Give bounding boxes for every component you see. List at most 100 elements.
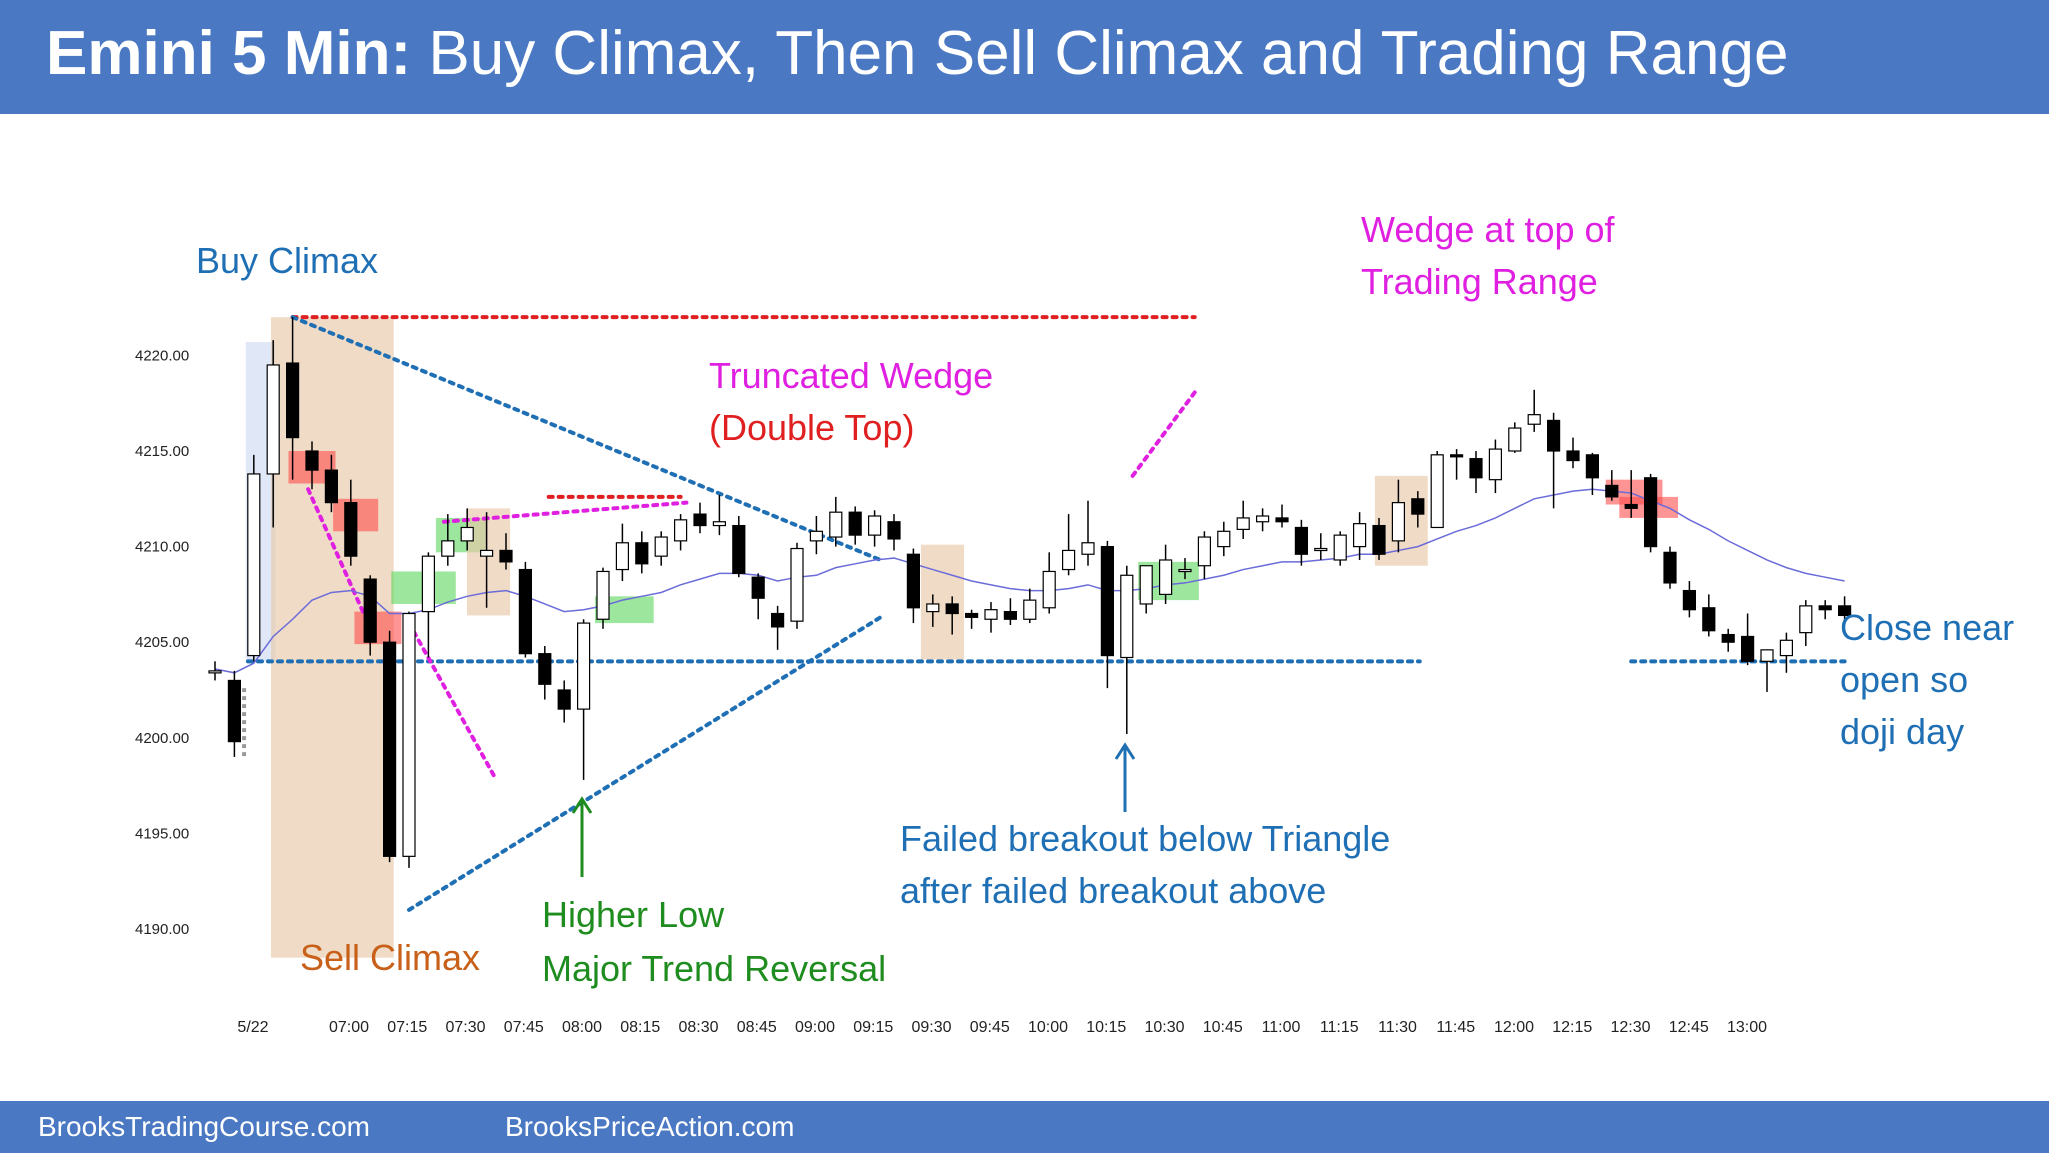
x-tick-label: 10:15 xyxy=(1086,1019,1126,1036)
candle xyxy=(1702,594,1716,637)
candle xyxy=(1546,412,1561,509)
candle xyxy=(286,317,300,480)
candle xyxy=(887,514,901,551)
higher-low-arrow-head xyxy=(571,796,593,814)
higher-low-text-2: Major Trend Reversal xyxy=(542,948,887,989)
candle xyxy=(1643,473,1658,553)
candle xyxy=(1314,533,1328,560)
candle xyxy=(344,479,358,566)
bear-candle-body xyxy=(635,542,649,565)
x-tick-label: 11:45 xyxy=(1436,1019,1475,1036)
x-tick-label: 12:00 xyxy=(1494,1019,1534,1036)
bull-candle-body xyxy=(654,536,668,557)
bear-candle-body xyxy=(383,641,397,857)
x-tick-label: 09:45 xyxy=(970,1019,1010,1036)
bear-candle-body xyxy=(1003,611,1018,620)
annotation-sell-climax: Sell Climax xyxy=(300,932,480,984)
candle xyxy=(266,340,280,528)
annotation-wedge-top: Wedge at top of Trading Range xyxy=(1361,204,1615,308)
bear-candle-body xyxy=(1818,605,1832,611)
bull-candle-body xyxy=(1178,568,1192,573)
triangle-upper-line xyxy=(290,315,883,562)
bear-candle-body xyxy=(1702,607,1716,632)
bear-candle-body xyxy=(305,450,319,471)
candle xyxy=(1605,470,1619,501)
truncated-wedge-line xyxy=(441,500,689,524)
bull-candle-body xyxy=(1120,574,1134,659)
bull-candle-body xyxy=(790,547,804,622)
candle xyxy=(1799,600,1813,647)
candle xyxy=(1294,519,1309,566)
bull-candle-body xyxy=(1352,523,1367,548)
bear-candle-body xyxy=(770,612,785,628)
candle xyxy=(1449,449,1464,480)
bull-candle-body xyxy=(1391,502,1406,542)
bear-candle-body xyxy=(887,521,901,540)
bull-candle-body xyxy=(1779,639,1794,657)
candle xyxy=(1178,558,1192,580)
candle xyxy=(1488,439,1503,494)
bull-candle-body xyxy=(1333,534,1347,561)
candle xyxy=(538,646,552,700)
candle xyxy=(1411,491,1425,528)
y-tick-label: 4205.00 xyxy=(135,634,189,651)
candle xyxy=(1508,422,1522,453)
footer-right-link[interactable]: BrooksPriceAction.com xyxy=(505,1111,795,1142)
y-tick-label: 4190.00 xyxy=(135,921,189,938)
bear-candle-body xyxy=(1469,458,1483,479)
bear-candle-body xyxy=(751,576,765,599)
candle xyxy=(732,516,746,578)
x-tick-label: 12:45 xyxy=(1669,1019,1709,1036)
candle xyxy=(421,552,435,658)
double-top-text: (Double Top) xyxy=(709,407,915,448)
candle xyxy=(829,496,843,547)
wedge-top-text-2: Trading Range xyxy=(1361,261,1598,302)
failed-breakout-arrow-head xyxy=(1114,742,1136,760)
candle xyxy=(1391,479,1406,553)
candle xyxy=(1566,437,1580,469)
x-tick-label: 11:00 xyxy=(1262,1019,1301,1036)
bull-candle-body xyxy=(1042,570,1056,609)
candle xyxy=(557,680,571,723)
candle xyxy=(770,605,785,650)
buy-climax-text: Buy Climax xyxy=(196,240,379,281)
candle xyxy=(867,510,882,547)
candle xyxy=(790,542,804,629)
bull-candle-body xyxy=(926,603,940,613)
candle xyxy=(363,575,377,656)
bull-candle-body xyxy=(712,521,727,527)
x-tick-label: 09:00 xyxy=(795,1019,835,1036)
candle xyxy=(247,454,261,662)
sell-climax-text: Sell Climax xyxy=(300,937,481,978)
candle xyxy=(441,514,455,566)
candle xyxy=(1624,470,1638,518)
bear-candle-body xyxy=(1411,498,1425,515)
bull-candle-body xyxy=(984,609,998,620)
bull-candle-body xyxy=(441,540,455,557)
x-tick-label: 11:15 xyxy=(1320,1019,1359,1036)
candle xyxy=(906,548,921,624)
bull-candle-body xyxy=(1255,515,1270,523)
candle xyxy=(208,661,222,681)
bear-candle-body xyxy=(1721,633,1735,643)
x-tick-label: 12:15 xyxy=(1552,1019,1592,1036)
footer-left-link[interactable]: BrooksTradingCourse.com xyxy=(38,1111,370,1142)
candle xyxy=(402,611,416,868)
candle xyxy=(1469,451,1483,494)
candle xyxy=(635,531,649,574)
bull-candle-body xyxy=(1527,414,1541,425)
bear-candle-body xyxy=(848,511,862,536)
candle xyxy=(1061,514,1076,576)
candle xyxy=(848,506,862,545)
top-wedge-line xyxy=(1130,387,1199,478)
title-rest: Buy Climax, Then Sell Climax and Trading… xyxy=(411,19,1789,88)
bear-candle-body xyxy=(1546,419,1561,452)
bull-candle-body xyxy=(480,549,494,557)
wedge-top-text-1: Wedge at top of xyxy=(1361,209,1615,250)
candle xyxy=(693,502,707,534)
candle xyxy=(1139,565,1153,614)
bear-candle-body xyxy=(1449,454,1464,458)
bear-candle-body xyxy=(344,502,358,557)
bear-candle-body xyxy=(1682,589,1697,611)
